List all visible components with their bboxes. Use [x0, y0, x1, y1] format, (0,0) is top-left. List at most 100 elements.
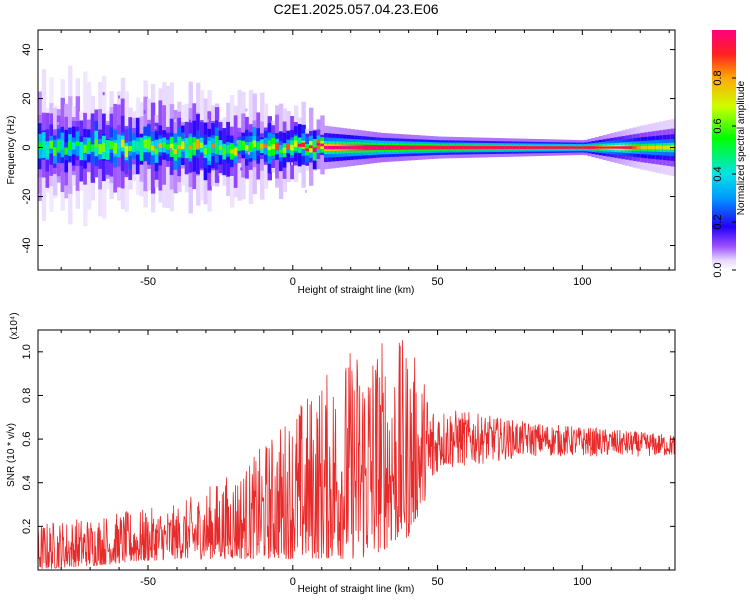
- spectrogram-cell: [628, 146, 634, 149]
- spectrogram-cell: [139, 146, 144, 153]
- snr-xtick-label: 100: [573, 576, 591, 588]
- spectrogram-cell: [256, 142, 261, 150]
- spectrogram-ylabel: Frequency (Hz): [6, 116, 17, 185]
- spectrogram-cell: [549, 146, 555, 149]
- spectrogram-cell: [278, 149, 284, 154]
- spectrogram-cell: [312, 147, 318, 153]
- spectrogram-cell: [120, 139, 126, 148]
- spectrogram-panel: -50 0 50 100 -40 -20 0 20 40 Height of straight …: [6, 29, 676, 296]
- spectrogram-cell: [226, 145, 231, 154]
- spectrogram-cell: [105, 146, 111, 153]
- spectrogram-cell: [497, 146, 502, 149]
- spectrogram-cell: [248, 143, 254, 151]
- spectrogram-cell: [369, 146, 374, 149]
- spectrogram-cell: [57, 122, 60, 126]
- spectrogram-ytick-label: -40: [21, 238, 33, 254]
- spectrogram-cell: [339, 146, 344, 150]
- spectrogram-cell: [297, 143, 303, 147]
- snr-ytick-label: 0.2: [21, 519, 33, 534]
- spectrogram-cell: [68, 140, 73, 150]
- spectrogram-cell: [380, 146, 385, 149]
- spectrogram-cell: [504, 146, 510, 149]
- spectrogram-cell: [410, 146, 416, 149]
- spectrogram-cell: [448, 146, 453, 149]
- spectrogram-cell: [354, 146, 359, 149]
- spectrogram-cell: [452, 146, 457, 149]
- spectrogram-cell: [357, 146, 363, 149]
- spectrogram-cell: [531, 146, 536, 149]
- snr-ylabel: SNR (10 * v/v): [6, 423, 17, 487]
- spectrogram-cell: [241, 141, 246, 150]
- spectrogram-cell: [301, 142, 306, 148]
- spectrogram-cell: [275, 142, 280, 151]
- spectrogram-cell: [636, 146, 641, 150]
- spectrogram-cell: [373, 146, 378, 149]
- spectrogram-cell: [245, 108, 248, 112]
- spectrogram-cell: [527, 146, 532, 149]
- spectrogram-cell: [610, 146, 615, 149]
- spectrogram-cell: [644, 145, 649, 150]
- spectrogram-cell: [71, 142, 77, 150]
- spectrogram-cell: [576, 146, 581, 149]
- spectrogram-cell: [218, 145, 224, 150]
- spectrogram-ytick-label: -20: [21, 189, 33, 205]
- snr-ytick-label: 1.0: [21, 344, 33, 359]
- spectrogram-cell: [150, 145, 156, 151]
- spectrogram-cell: [222, 148, 227, 155]
- spectrogram-cell: [617, 146, 623, 149]
- spectrogram-cell: [516, 146, 521, 149]
- spectrogram-cell: [482, 146, 487, 149]
- spectrogram-cell: [38, 193, 41, 197]
- spectrogram-cell: [56, 140, 62, 152]
- spectrogram-cell: [263, 144, 269, 149]
- spectrogram-cell: [399, 146, 404, 149]
- spectrogram-cell: [489, 146, 495, 149]
- spectrogram-cell: [143, 110, 146, 114]
- colorbar-label: Normalized spectral amplitude: [736, 80, 747, 215]
- spectrogram-cell: [429, 146, 434, 149]
- spectrogram-cell: [233, 147, 239, 156]
- spectrogram-cell: [49, 140, 54, 149]
- spectrogram-cell: [286, 143, 291, 150]
- spectrogram-cell: [309, 145, 314, 149]
- spectrogram-ytick-label: 40: [21, 43, 33, 55]
- spectrogram-cell: [384, 146, 389, 149]
- spectrogram-cell: [459, 146, 464, 149]
- spectrogram-cell: [478, 146, 483, 149]
- spectrogram-cell: [53, 147, 58, 157]
- spectrogram-cell: [173, 149, 178, 155]
- spectrogram-cell: [568, 146, 574, 149]
- spectrogram-cell: [598, 146, 604, 149]
- spectrogram-cell: [327, 145, 333, 150]
- spectrogram-cell: [206, 118, 209, 122]
- spectrogram-cell: [632, 146, 638, 150]
- spectrogram-cell: [98, 144, 103, 155]
- spectrogram-cell: [207, 148, 212, 154]
- spectrogram-cell: [485, 146, 491, 149]
- snr-marks: [38, 340, 675, 569]
- spectrogram-cell: [196, 139, 201, 149]
- colorbar-tick-label: 0.8: [712, 70, 724, 85]
- spectrogram-cell: [406, 146, 412, 149]
- snr-xtick-label: 0: [290, 576, 296, 588]
- spectrogram-cell: [214, 143, 220, 148]
- spectrogram-cell: [291, 162, 294, 166]
- snr-frame: [37, 329, 676, 571]
- spectrogram-cell: [135, 141, 141, 151]
- spectrogram-cell: [169, 143, 175, 150]
- spectrogram-cell: [188, 119, 191, 123]
- spectrogram-cell: [128, 145, 133, 152]
- spectrogram-cell: [666, 145, 671, 150]
- spectrogram-cell: [470, 146, 476, 149]
- spectrogram-cell: [192, 142, 197, 151]
- snr-ticks: -50 0 50 100 0.2 0.4 0.6 0.8 1.0: [21, 330, 675, 588]
- spectrogram-cell: [177, 144, 182, 150]
- spectrogram-cell: [640, 145, 645, 150]
- spectrogram-cell: [304, 189, 307, 193]
- spectrogram-cell: [267, 146, 272, 151]
- spectrogram-cell: [90, 144, 96, 152]
- spectrogram-cell: [421, 146, 427, 149]
- spectrogram-marks: [38, 65, 675, 227]
- colorbar-ticks: 0.0 0.2 0.4 0.6 0.8: [712, 70, 736, 278]
